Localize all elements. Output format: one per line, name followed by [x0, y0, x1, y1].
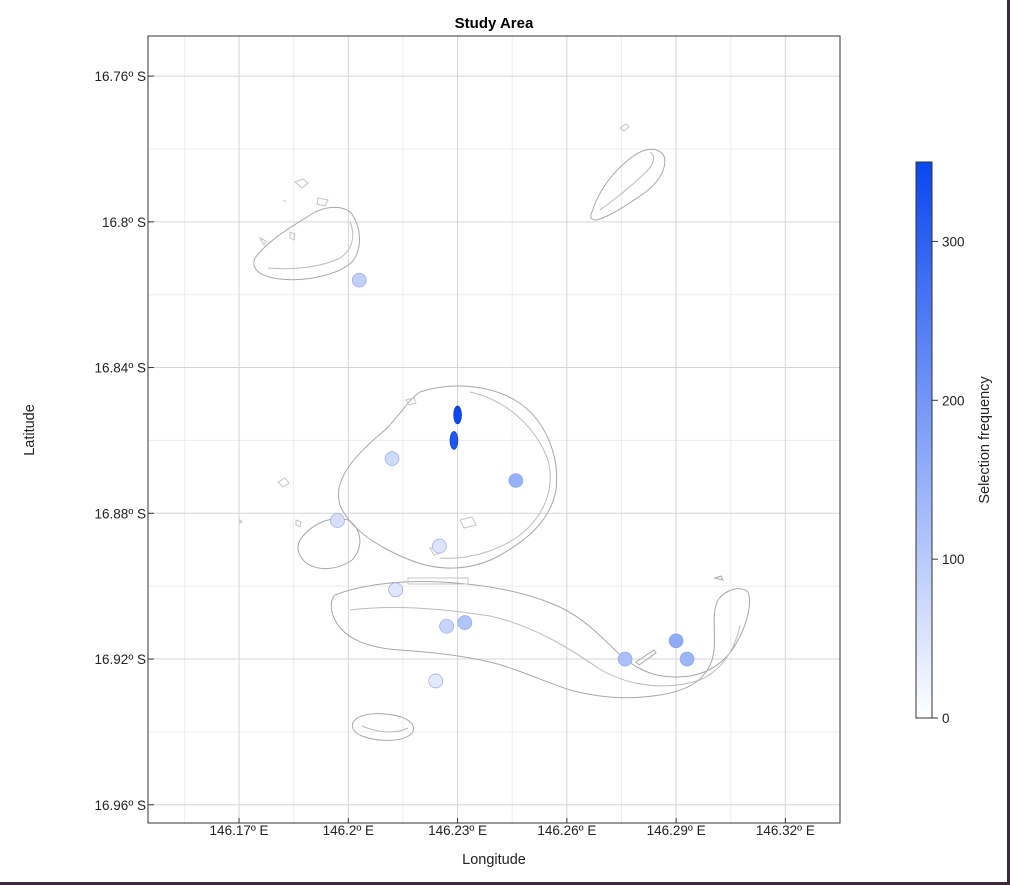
window-border-bottom	[0, 882, 1010, 885]
y-tick-label: 16.84º S	[95, 361, 146, 376]
reef-outline-south	[330, 581, 751, 699]
selected-planning-unit	[432, 538, 447, 554]
y-tick-label: 16.88º S	[95, 506, 146, 521]
x-tick-label: 146.17º E	[210, 823, 269, 838]
plot-frame	[147, 35, 841, 824]
reef-outline-northwest	[253, 206, 360, 281]
colorbar-tick-label: 200	[942, 393, 965, 408]
y-tick-label: 16.76º S	[95, 69, 146, 84]
y-axis-label: Latitude	[22, 404, 38, 456]
reef-outline-northeast	[590, 148, 666, 221]
selected-planning-unit	[330, 513, 345, 528]
colorbar: 0 100 200 300 Selection frequency	[915, 161, 993, 726]
selection-frequency-cells	[330, 272, 695, 689]
reef-inner-northeast	[599, 151, 655, 211]
x-tick-label: 146.29º E	[647, 823, 706, 838]
reef-patch	[239, 397, 477, 585]
reef-outline-central	[338, 385, 558, 569]
colorbar-tick-label: 100	[942, 552, 965, 567]
reef-inner-central	[439, 391, 551, 559]
y-tick-label: 16.92º S	[95, 652, 146, 667]
reef-east-tail	[635, 575, 724, 666]
reef-outline-west-lobe	[297, 518, 361, 569]
reef-patch	[258, 178, 329, 247]
selected-planning-unit	[457, 615, 473, 630]
x-tick-label: 146.26º E	[537, 823, 596, 838]
reef-outline-southwest	[351, 713, 414, 741]
selected-planning-unit	[428, 673, 444, 689]
y-tick-label: 16.8º S	[102, 215, 146, 230]
x-axis-label: Longitude	[462, 852, 526, 868]
reef-inner-south	[349, 607, 741, 687]
selected-planning-unit	[508, 473, 524, 488]
selected-planning-unit	[679, 651, 695, 667]
selected-planning-unit	[384, 451, 400, 466]
y-axis-ticks: 16.76º S 16.8º S 16.84º S 16.88º S 16.92º S 1…	[95, 69, 154, 813]
selected-planning-unit	[388, 582, 403, 598]
x-axis-ticks: 146.17º E 146.2º E 146.23º E 146.26º E 146.2…	[210, 818, 815, 838]
reef-patch	[619, 123, 630, 132]
x-tick-label: 146.32º E	[756, 823, 815, 838]
x-tick-label: 146.2º E	[323, 823, 374, 838]
x-tick-label: 146.23º E	[428, 823, 487, 838]
reef-inner-southwest	[361, 725, 409, 733]
colorbar-tick-label: 300	[942, 234, 965, 249]
selected-planning-unit	[668, 633, 684, 649]
selected-planning-unit	[351, 272, 367, 288]
colorbar-gradient	[915, 161, 933, 719]
selected-planning-unit	[453, 405, 462, 425]
colorbar-tick-label: 0	[942, 711, 950, 726]
selected-planning-unit	[617, 651, 633, 667]
selected-planning-unit	[449, 431, 459, 450]
window-border-right	[1007, 0, 1010, 885]
colorbar-ticks: 0 100 200 300	[932, 234, 965, 726]
reef-outlines	[239, 123, 751, 741]
map-title: Study Area	[455, 15, 534, 32]
reef-inner-northwest	[267, 221, 354, 270]
gridlines	[148, 36, 840, 823]
selected-planning-unit	[439, 618, 454, 634]
y-tick-label: 16.96º S	[95, 798, 146, 813]
colorbar-label: Selection frequency	[977, 376, 993, 504]
